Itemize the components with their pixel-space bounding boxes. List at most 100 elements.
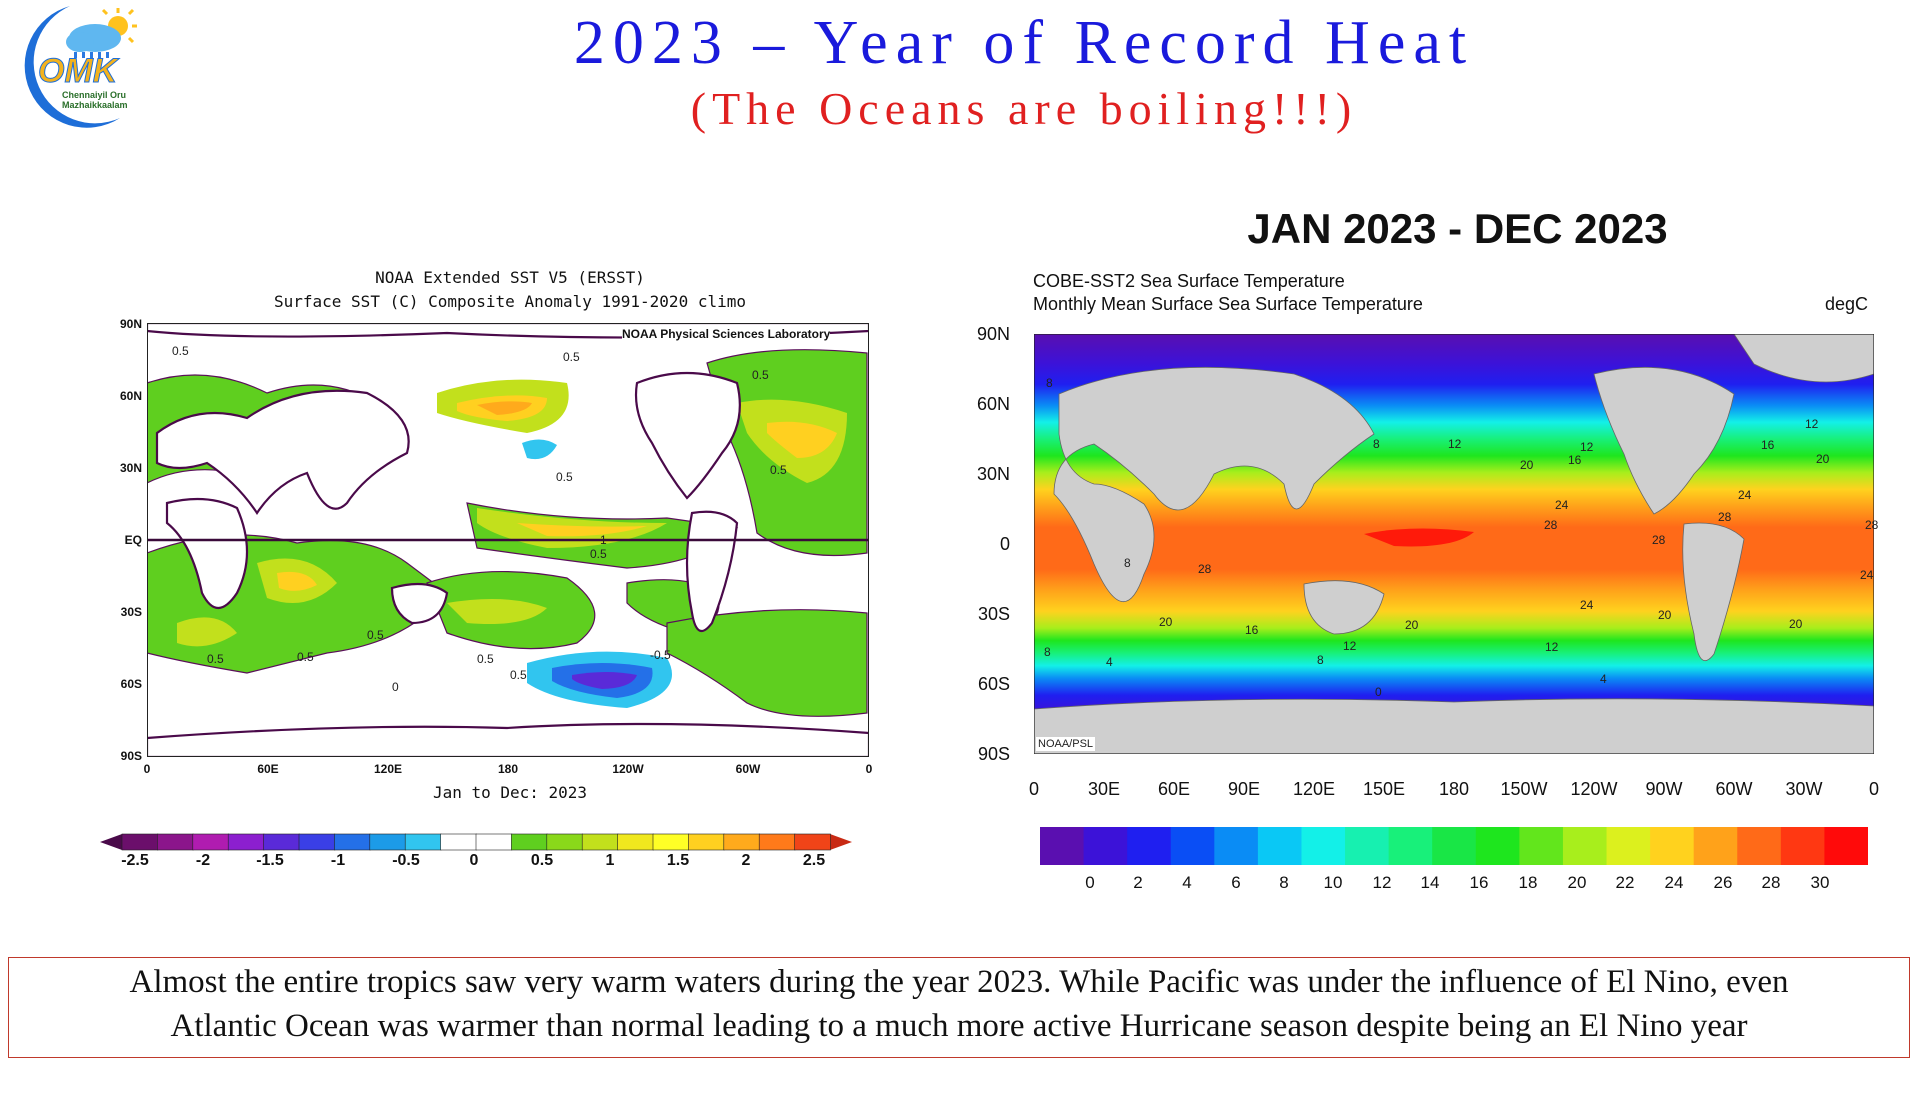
colorbar-swatch: [723, 833, 760, 851]
left-lat-label: 90S: [120, 749, 142, 763]
period-title: JAN 2023 - DEC 2023: [1247, 205, 1668, 252]
logo-caption-2: Mazhaikkaalam: [62, 100, 128, 110]
left-lat-label: 60S: [120, 677, 142, 691]
colorbar-swatch: [1170, 827, 1215, 865]
left-lat-label: 30S: [120, 605, 142, 619]
contour-label: 8: [1046, 376, 1053, 390]
right-lon-label: 0: [1028, 779, 1039, 799]
left-lat-label: 30N: [119, 461, 142, 475]
colorbar-swatch: [1606, 827, 1651, 865]
contour-label: 12: [1545, 640, 1559, 654]
colorbar-swatch: [1824, 827, 1869, 865]
right-lat-label: 60N: [976, 394, 1010, 414]
left-lat-label: 60N: [119, 389, 142, 403]
colorbar-swatch: [688, 833, 725, 851]
colorbar-swatch: [546, 833, 583, 851]
colorbar-tick: 8: [1279, 873, 1289, 892]
colorbar-swatch: [617, 833, 654, 851]
contour-label: 20: [1658, 608, 1672, 622]
contour-label: 20: [1520, 458, 1534, 472]
colorbar-swatch: [1388, 827, 1433, 865]
colorbar-tick: 24: [1664, 873, 1684, 892]
colorbar-swatch: [1780, 827, 1825, 865]
left-lon-label: 0: [143, 762, 151, 776]
contour-label: 20: [1405, 618, 1419, 632]
contour-label: 0: [392, 680, 399, 694]
contour-label: 0.5: [752, 368, 769, 382]
colorbar-swatch: [1475, 827, 1520, 865]
right-map-credit: NOAA/PSL: [1036, 737, 1096, 751]
sst-climatology-map: [1033, 333, 1875, 755]
colorbar-tick: 4: [1182, 873, 1192, 892]
contour-label: 8: [1044, 645, 1051, 659]
colorbar-swatch: [227, 833, 265, 851]
colorbar-swatch: [1519, 827, 1564, 865]
colorbar-tick: -1: [330, 852, 346, 869]
colorbar-tick: 28: [1761, 873, 1781, 892]
colorbar-tick: 6: [1231, 873, 1241, 892]
colorbar-swatch: [157, 833, 194, 851]
colorbar-tick: 22: [1615, 873, 1635, 892]
colorbar-tick: -1.5: [256, 852, 284, 869]
right-lon-label: 0: [1868, 779, 1879, 799]
colorbar-tick: 2.5: [802, 852, 826, 869]
contour-label: 24: [1580, 598, 1594, 612]
contour-label: 12: [1580, 440, 1594, 454]
contour-label: 20: [1789, 617, 1803, 631]
right-lon-label: 90W: [1645, 779, 1683, 799]
right-lon-label: 120E: [1292, 779, 1336, 799]
colorbar-tick: 14: [1420, 873, 1440, 892]
left-map-caption: Jan to Dec: 2023: [432, 783, 588, 802]
right-lon-label: 180: [1438, 779, 1470, 799]
contour-label: -0.5: [650, 648, 671, 662]
contour-label: 28: [1544, 518, 1558, 532]
summary-box: [8, 957, 1910, 1058]
anomaly-colorbar: [100, 832, 852, 852]
summary-line-1: Almost the entire tropics saw very warm …: [129, 964, 1789, 1000]
colorbar-swatch: [1562, 827, 1608, 865]
colorbar-tick: -2.5: [121, 852, 149, 869]
colorbar-tick: 10: [1323, 873, 1343, 892]
left-lon-label: 0: [865, 762, 873, 776]
colorbar-swatch: [1127, 827, 1172, 865]
contour-label: 12: [1448, 437, 1462, 451]
contour-label: 8: [1373, 437, 1380, 451]
right-lat-label: 0: [999, 534, 1010, 554]
colorbar-tick: 0: [1085, 873, 1095, 892]
colorbar-tick: 30: [1810, 873, 1830, 892]
right-lon-label: 60E: [1157, 779, 1191, 799]
colorbar-swatch: [334, 833, 371, 851]
colorbar-swatch: [192, 833, 230, 851]
contour-label: 28: [1198, 562, 1212, 576]
contour-label: 4: [1600, 672, 1607, 686]
colorbar-swatch: [652, 833, 690, 851]
right-lat-label: 30S: [977, 604, 1010, 624]
colorbar-swatch: [1650, 827, 1695, 865]
right-lat-label: 30N: [976, 464, 1010, 484]
colorbar-swatch: [511, 833, 548, 851]
colorbar-swatch: [794, 833, 831, 851]
contour-label: 0.5: [172, 344, 189, 358]
summary-line-2: Atlantic Ocean was warmer than normal le…: [170, 1008, 1748, 1044]
right-lon-label: 30W: [1785, 779, 1823, 799]
contour-label: 4: [1106, 655, 1113, 669]
contour-label: 28: [1865, 518, 1879, 532]
contour-label: 1: [600, 533, 607, 547]
left-lon-label: 120E: [373, 762, 403, 776]
left-lon-label: 60W: [735, 762, 761, 776]
left-lat-label: 90N: [119, 317, 142, 331]
right-lat-label: 60S: [977, 674, 1010, 694]
colorbar-swatch: [1214, 827, 1259, 865]
contour-label: 0.5: [207, 652, 224, 666]
omk-logo: [0, 0, 150, 135]
contour-label: 28: [1652, 533, 1666, 547]
contour-label: 0: [1375, 685, 1382, 699]
page-subtitle: (The Oceans are boiling!!!): [690, 83, 1358, 134]
contour-label: 16: [1245, 623, 1259, 637]
left-lon-label: 120W: [612, 762, 644, 776]
colorbar-swatch: [1301, 827, 1346, 865]
contour-label: 20: [1816, 452, 1830, 466]
colorbar-tick: 1.5: [666, 852, 690, 869]
colorbar-tick: 16: [1469, 873, 1489, 892]
left-map-title-2: Surface SST (C) Composite Anomaly 1991-2…: [273, 292, 746, 311]
